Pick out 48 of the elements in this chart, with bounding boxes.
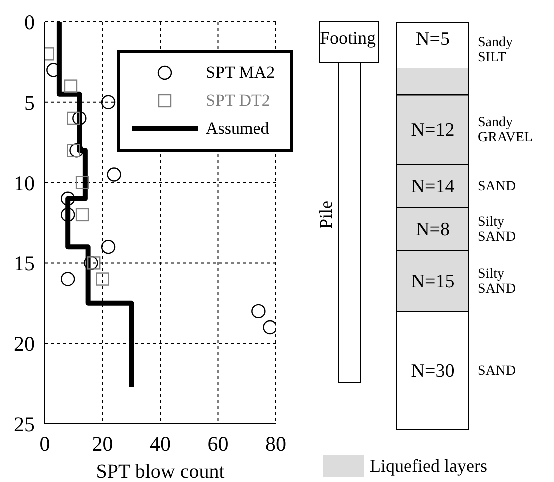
text: Sandy SILT xyxy=(478,34,513,66)
text: Pile xyxy=(316,200,336,230)
text: SAND xyxy=(478,179,516,194)
point xyxy=(87,256,101,270)
point xyxy=(76,176,90,190)
y-tick-label: 0 xyxy=(24,10,35,34)
x-tick-label: 40 xyxy=(150,432,171,456)
y-tick-label: 5 xyxy=(24,90,35,115)
point xyxy=(61,272,76,286)
y-tick-label: 10 xyxy=(14,171,35,196)
y-tick-label: 20 xyxy=(14,332,35,356)
point xyxy=(67,112,80,126)
text: Sandy GRAVEL xyxy=(478,114,533,146)
point xyxy=(101,240,116,254)
x-axis-title: SPT blow count xyxy=(96,461,226,482)
point xyxy=(72,111,87,126)
point xyxy=(107,168,122,182)
text: Footing xyxy=(320,28,376,48)
y-tick-label: 15 xyxy=(14,252,35,276)
text: N=5 xyxy=(416,28,450,50)
text: N=14 xyxy=(411,176,456,197)
point xyxy=(252,304,266,319)
point xyxy=(84,256,98,270)
point xyxy=(61,192,76,206)
text: Silty SAND xyxy=(478,266,516,297)
text: N=30 xyxy=(411,360,455,382)
point xyxy=(67,144,80,158)
text: N=12 xyxy=(411,120,455,140)
y-tick-label: 25 xyxy=(14,412,35,436)
text: SAND xyxy=(478,364,516,378)
legend-label: SPT DT2 xyxy=(206,91,270,111)
point xyxy=(96,272,110,286)
legend-label: SPT MA2 xyxy=(206,63,276,83)
point xyxy=(76,208,90,222)
point xyxy=(61,208,76,222)
point xyxy=(70,144,84,158)
x-tick-label: 80 xyxy=(266,432,286,456)
text: Liquefied layers xyxy=(370,456,488,476)
legend-label: Assumed xyxy=(206,119,270,139)
text: N=15 xyxy=(411,271,455,292)
x-tick-label: 20 xyxy=(92,432,114,456)
text: Silty SAND xyxy=(478,214,516,245)
point xyxy=(64,80,78,93)
x-tick-label: 0 xyxy=(40,432,50,456)
text: N=8 xyxy=(416,219,450,240)
point xyxy=(101,95,116,110)
point xyxy=(263,320,276,335)
x-tick-label: 60 xyxy=(208,432,229,456)
